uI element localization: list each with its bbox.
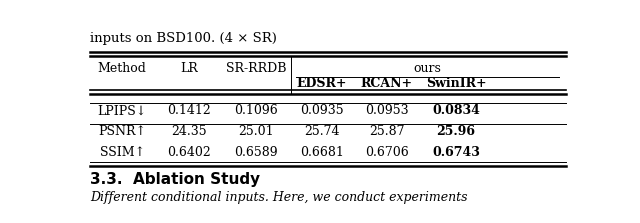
- Text: 0.6402: 0.6402: [167, 147, 211, 159]
- Text: 24.35: 24.35: [172, 125, 207, 138]
- Text: 0.0953: 0.0953: [365, 104, 408, 117]
- Text: 0.1096: 0.1096: [234, 104, 278, 117]
- Text: 0.6743: 0.6743: [432, 147, 480, 159]
- Text: LPIPS↓: LPIPS↓: [97, 104, 147, 117]
- Text: SR-RRDB: SR-RRDB: [226, 62, 286, 75]
- Text: ours: ours: [413, 62, 441, 75]
- Text: PSNR↑: PSNR↑: [98, 125, 146, 138]
- Text: 0.0834: 0.0834: [432, 104, 480, 117]
- Text: 25.96: 25.96: [436, 125, 476, 138]
- Text: Method: Method: [98, 62, 147, 75]
- Text: 0.6589: 0.6589: [234, 147, 278, 159]
- Text: 25.87: 25.87: [369, 125, 404, 138]
- Text: 0.6681: 0.6681: [300, 147, 344, 159]
- Text: 25.74: 25.74: [304, 125, 340, 138]
- Text: 0.0935: 0.0935: [300, 104, 344, 117]
- Text: Different conditional inputs. Here, we conduct experiments: Different conditional inputs. Here, we c…: [90, 191, 467, 204]
- Text: LR: LR: [180, 62, 198, 75]
- Text: 0.1412: 0.1412: [167, 104, 211, 117]
- Text: inputs on BSD100. (4 × SR): inputs on BSD100. (4 × SR): [90, 32, 276, 45]
- Text: 0.6706: 0.6706: [365, 147, 408, 159]
- Text: SSIM↑: SSIM↑: [100, 147, 145, 159]
- Text: 3.3.  Ablation Study: 3.3. Ablation Study: [90, 172, 260, 187]
- Text: EDSR+: EDSR+: [297, 77, 348, 90]
- Text: SwinIR+: SwinIR+: [426, 77, 486, 90]
- Text: 25.01: 25.01: [238, 125, 274, 138]
- Text: RCAN+: RCAN+: [360, 77, 413, 90]
